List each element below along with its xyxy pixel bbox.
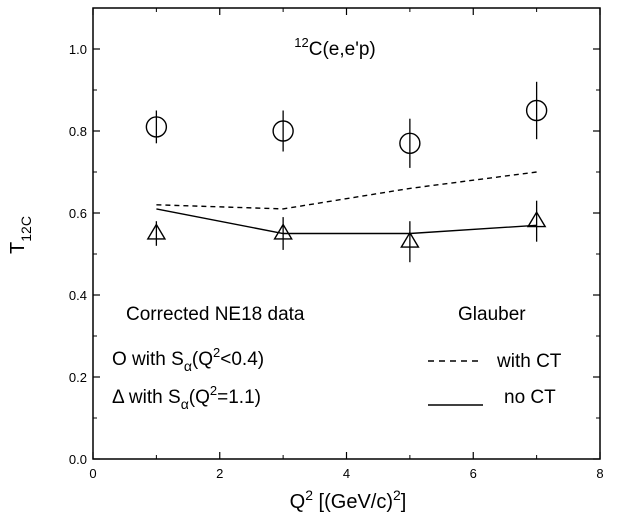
- legend-right-heading: Glauber: [458, 304, 526, 325]
- x-tick-label: 4: [343, 466, 350, 481]
- legend-left-heading: Corrected NE18 data: [126, 304, 305, 325]
- series-no-ct-line: [156, 208, 537, 235]
- legend-triangle-entry: Δ with Sα(Q2=1.1): [112, 383, 261, 412]
- x-tick-label: 6: [470, 466, 477, 481]
- y-tick-label: 0.4: [69, 288, 87, 303]
- circle-point: [145, 116, 168, 138]
- y-axis-title: T12C: [7, 216, 34, 254]
- ticks-layer: 0 2 4 6 8 0.0 0.2 0.4 0.6 0.8 1.0: [69, 8, 604, 481]
- circle-point: [272, 120, 294, 142]
- y-tick-label: 0.8: [69, 124, 87, 139]
- y-tick-label: 0.2: [69, 370, 87, 385]
- y-tick-label: 0.0: [69, 452, 87, 467]
- circle-point: [399, 132, 421, 155]
- x-tick-label: 8: [596, 466, 603, 481]
- series-with-ct-line: [156, 171, 537, 210]
- circle-point: [525, 99, 548, 122]
- points-layer: [145, 81, 548, 263]
- x-axis-title: Q2 [(GeV/c)2]: [290, 487, 407, 513]
- triangle-point: [526, 210, 547, 228]
- legend-solid-label: no CT: [504, 387, 556, 408]
- legend-circle-entry: O with Sα(Q2<0.4): [112, 345, 264, 374]
- legend-dashed-label: with CT: [496, 351, 562, 372]
- triangle-point: [146, 223, 167, 240]
- legend: Corrected NE18 data Glauber O with Sα(Q2…: [112, 304, 562, 412]
- plot-frame: [92, 7, 601, 460]
- annotation-title: 12C(e,e'p): [294, 35, 375, 60]
- y-tick-label: 0.6: [69, 206, 87, 221]
- triangle-point: [400, 231, 420, 248]
- x-tick-label: 2: [216, 466, 223, 481]
- triangle-point: [273, 223, 293, 240]
- x-tick-label: 0: [89, 466, 96, 481]
- y-tick-label: 1.0: [69, 42, 87, 57]
- lines-layer: [156, 171, 537, 235]
